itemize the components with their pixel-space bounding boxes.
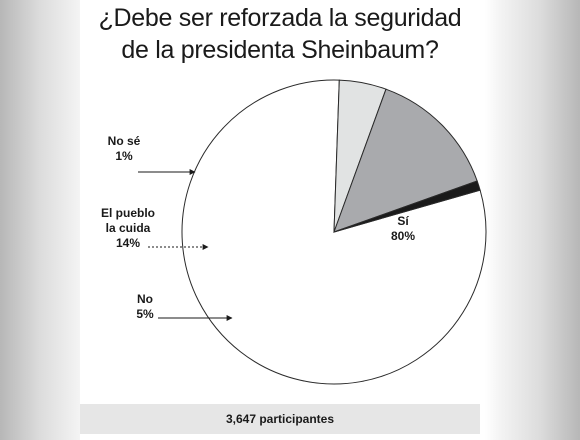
slice-label-1: No 5% [136,292,154,321]
participants-count: 3,647 participantes [225,412,335,426]
slice-label-0: Sí 80% [391,214,415,243]
chart-title-line-1: ¿Debe ser reforzada la seguridad [98,4,462,32]
participants-footer: 3,647 participantes [80,404,480,434]
pie-slice-3 [333,180,481,233]
pie-slice-2 [333,88,478,233]
slice-label-3: No sé 1% [108,134,141,163]
chart-title: ¿Debe ser reforzada la seguridad de la p… [80,2,480,66]
chart-title-line-2: de la presidenta Sheinbaum? [121,36,439,64]
slice-label-2: El pueblo la cuida 14% [101,206,155,250]
